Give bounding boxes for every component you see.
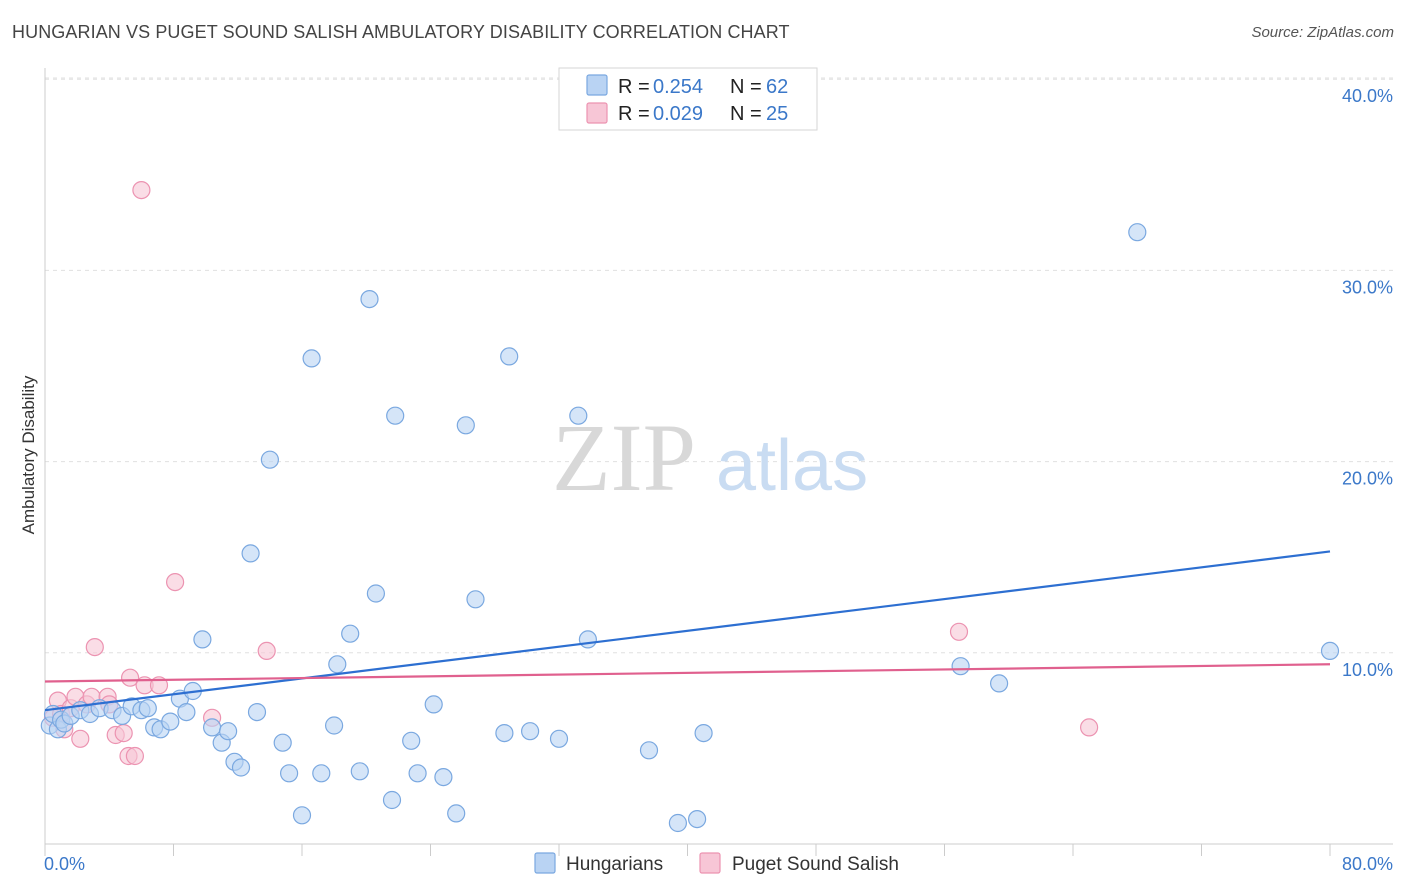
puget-sound-salish-point (85, 637, 104, 657)
bottom-legend-swatch-puget-sound-salish (699, 852, 721, 874)
hungarians-point (193, 630, 212, 649)
hungarians-point (466, 590, 485, 609)
puget-sound-salish-point (166, 572, 185, 592)
source-label: Source: ZipAtlas.com (1251, 24, 1394, 41)
y-tick-label: 30.0% (1342, 277, 1393, 297)
hungarians-point (424, 695, 443, 714)
legend-n-value-puget-sound-salish: 25 (766, 103, 788, 125)
hungarians-point (386, 406, 405, 425)
bottom-legend-label-hungarians: Hungarians (566, 854, 663, 875)
puget-sound-salish-point (949, 622, 969, 641)
puget-sound-salish-point (71, 729, 90, 748)
hungarians-point (578, 630, 598, 649)
hungarians-point (260, 450, 279, 469)
legend-n-label-hungarians: N = (730, 76, 762, 98)
trend-lines (44, 550, 1331, 712)
hungarians-point (350, 762, 369, 781)
y-tick-label: 10.0% (1342, 660, 1393, 680)
hungarians-point (360, 290, 379, 309)
hungarians-point (694, 723, 713, 743)
legend-r-value-hungarians: 0.254 (653, 76, 703, 98)
x-tick-label-min: 0.0% (44, 854, 85, 874)
hungarians-point (951, 657, 970, 676)
puget-sound-salish-point (132, 181, 151, 200)
hungarians-point (549, 729, 569, 748)
hungarians-point (273, 733, 292, 752)
hungarians-point (328, 655, 347, 674)
hungarians-point (292, 806, 312, 825)
watermark-atlas: atlas (716, 426, 868, 506)
hungarians-point (312, 764, 331, 783)
y-tick-labels: 10.0% 20.0% 30.0% 40.0% (1342, 86, 1393, 680)
puget-sound-salish-point (114, 723, 133, 743)
hungarians-point (500, 347, 519, 366)
puget-sound-salish-point (121, 668, 140, 687)
puget-sound-salish-point (125, 746, 144, 766)
hungarians-point (447, 804, 466, 823)
hungarians-point (434, 767, 453, 787)
bottom-legend-swatch-hungarians (534, 852, 556, 874)
hungarians-point (456, 416, 475, 435)
hungarians-point (138, 699, 157, 718)
hungarians-point (280, 764, 299, 783)
hungarians-point (989, 674, 1009, 693)
bottom-legend-label-puget-sound-salish: Puget Sound Salish (732, 854, 899, 875)
hungarians-point (219, 722, 238, 741)
legend-n-value-hungarians: 62 (766, 76, 788, 98)
legend-n-label-puget-sound-salish: N = (730, 103, 762, 125)
hungarians-point (247, 702, 267, 722)
hungarians-point (302, 349, 321, 368)
y-tick-label: 20.0% (1342, 469, 1393, 489)
hungarians-point (231, 758, 251, 777)
hungarians-point (639, 741, 659, 760)
hungarians-point (177, 702, 196, 722)
puget-sound-salish-point (257, 641, 276, 661)
hungarians-point (520, 722, 540, 741)
hungarians-point (325, 716, 344, 735)
y-tick-label: 40.0% (1342, 86, 1393, 106)
hungarians-point (687, 809, 707, 829)
hungarians-point (1128, 223, 1147, 242)
x-tick-label-max: 80.0% (1342, 854, 1393, 874)
hungarians-point (366, 584, 385, 603)
hungarians-point (569, 406, 588, 425)
trend-line-puget-sound-salish (44, 663, 1331, 683)
hungarians-point (241, 544, 260, 563)
legend-swatch-puget-sound-salish (586, 102, 608, 124)
hungarians-point (402, 731, 421, 750)
grid-lines (45, 77, 1393, 654)
y-axis-label: Ambulatory Disability (19, 375, 38, 534)
legend-r-value-puget-sound-salish: 0.029 (653, 103, 703, 125)
hungarians-point (341, 624, 360, 643)
hungarians-point (1320, 641, 1340, 661)
legend-r-label-hungarians: R = (618, 76, 650, 98)
puget-sound-salish-point (1079, 718, 1099, 737)
hungarians-point (161, 712, 180, 731)
x-tick-labels: 0.0% 80.0% (44, 854, 1393, 874)
trend-line-hungarians (44, 550, 1331, 712)
watermark: ZIP atlas (552, 404, 868, 511)
legend: R = 0.254 N = 62 R = 0.029 N = 25 (558, 67, 818, 131)
hungarians-point (203, 718, 222, 737)
legend-r-label-puget-sound-salish: R = (618, 103, 650, 125)
legend-swatch-hungarians (586, 74, 608, 96)
hungarians-point (668, 813, 688, 833)
hungarians-point (495, 723, 514, 743)
series-hungarians (40, 223, 1340, 833)
hungarians-point (382, 790, 402, 810)
chart-title: HUNGARIAN VS PUGET SOUND SALISH AMBULATO… (12, 22, 790, 42)
hungarians-point (408, 764, 427, 783)
bottom-legend: Hungarians Puget Sound Salish (534, 852, 899, 875)
